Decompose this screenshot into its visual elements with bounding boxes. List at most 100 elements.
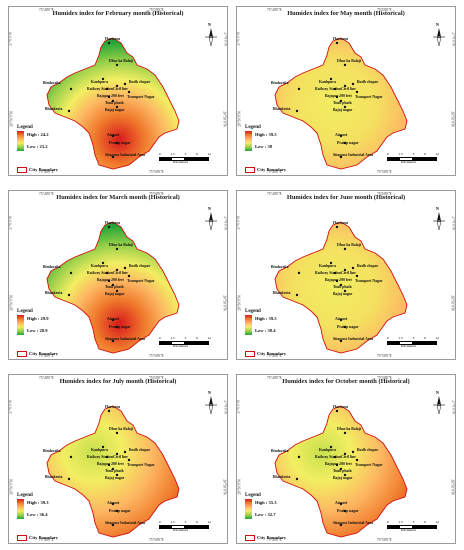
place-label: Bajaj nagar bbox=[105, 108, 125, 112]
place-label: Pratap nagar bbox=[337, 141, 359, 145]
north-arrow-icon: N bbox=[431, 22, 447, 47]
legend: Legend High : 29.9 Low : 28.9 bbox=[17, 309, 77, 337]
place-label: Bajapar 200 feet bbox=[325, 462, 352, 466]
location-marker bbox=[329, 77, 333, 81]
coordinate-label: 75°40'0"E bbox=[267, 376, 282, 380]
scale-graphic bbox=[159, 341, 209, 345]
coordinate-label: 26°50'0"N bbox=[450, 111, 455, 127]
scale-tick: 1.5 bbox=[398, 152, 403, 156]
location-marker bbox=[329, 445, 333, 449]
coordinate-label: 75°40'0"E bbox=[39, 354, 54, 358]
location-marker bbox=[69, 455, 73, 459]
scale-tick: 3 bbox=[412, 520, 415, 524]
location-marker bbox=[297, 455, 301, 459]
map-panel: Humidex index for May month (Historical)… bbox=[236, 6, 456, 176]
location-marker bbox=[111, 339, 115, 343]
scale-unit: Kilometers bbox=[401, 344, 417, 348]
legend-title: Legend bbox=[17, 125, 33, 130]
city-boundary-legend: City Boundary bbox=[17, 351, 58, 357]
place-label: Railway Station bbox=[315, 87, 341, 91]
location-marker bbox=[333, 271, 337, 275]
place-label: Civil line bbox=[341, 455, 356, 459]
coordinate-label: 27°0'0"N bbox=[8, 400, 13, 414]
location-marker bbox=[127, 90, 131, 94]
location-marker bbox=[339, 134, 343, 138]
location-marker bbox=[295, 477, 299, 481]
scale-tick: 1.5 bbox=[170, 152, 175, 156]
scale-tick: 1.5 bbox=[398, 336, 403, 340]
legend-title: Legend bbox=[17, 493, 33, 498]
location-marker bbox=[297, 271, 301, 275]
map-title: Humidex index for May month (Historical) bbox=[287, 10, 405, 17]
scale-unit: Kilometers bbox=[173, 344, 189, 348]
city-boundary-shape bbox=[46, 405, 180, 538]
legend-high: High : 39.3 bbox=[27, 500, 49, 505]
location-marker bbox=[107, 279, 111, 283]
map-panel: Humidex index for October month (Histori… bbox=[236, 374, 456, 544]
coordinate-label: 75°40'0"E bbox=[267, 170, 282, 174]
map-panel: Humidex index for February month (Histor… bbox=[8, 6, 228, 176]
location-marker bbox=[115, 289, 119, 293]
location-marker bbox=[343, 84, 347, 88]
place-label: Pratap nagar bbox=[109, 509, 131, 513]
scale-tick: 12 bbox=[207, 520, 211, 524]
scale-unit: Kilometers bbox=[173, 528, 189, 532]
place-label: Bajaj nagar bbox=[105, 476, 125, 480]
place-label: Airport bbox=[107, 133, 120, 137]
place-label: Airport bbox=[107, 317, 120, 321]
place-label: Dhar ka Balaji bbox=[109, 243, 133, 247]
boundary-swatch bbox=[245, 351, 255, 357]
scale-tick: 3 bbox=[412, 336, 415, 340]
boundary-label: City Boundary bbox=[29, 351, 59, 357]
legend-title: Legend bbox=[245, 309, 261, 314]
place-label: Bhankrota bbox=[45, 475, 63, 479]
location-marker bbox=[107, 225, 111, 229]
legend-high: High : 29.9 bbox=[27, 316, 49, 321]
place-label: Railway Station bbox=[315, 271, 341, 275]
coordinate-label: 75°50'0"E bbox=[149, 376, 164, 380]
place-label: Tonk phatk bbox=[105, 469, 124, 473]
place-label: Bajapar 200 feet bbox=[97, 462, 124, 466]
scale-tick: 6 bbox=[424, 520, 426, 524]
city-boundary-legend: City Boundary bbox=[17, 167, 58, 173]
coordinate-label: 26°50'0"N bbox=[237, 295, 242, 311]
place-label: Budh chopar bbox=[357, 264, 379, 268]
city-boundary-shape bbox=[274, 37, 408, 170]
coordinate-label: 27°0'0"N bbox=[451, 400, 456, 414]
map-title: Humidex index for March month (Historica… bbox=[56, 194, 180, 201]
place-label: Railway Station bbox=[315, 455, 341, 459]
location-marker bbox=[343, 105, 347, 109]
place-label: Budh chopar bbox=[357, 448, 379, 452]
city-boundary-legend: City Boundary bbox=[245, 535, 286, 541]
coordinate-label: 26°50'0"N bbox=[222, 111, 227, 127]
map-title: Humidex index for June month (Historical… bbox=[286, 194, 406, 201]
map-panel: Humidex index for March month (Historica… bbox=[8, 190, 228, 360]
location-marker bbox=[67, 109, 71, 113]
place-label: Railway Station bbox=[87, 271, 113, 275]
place-label: Sitapura Industrial Area bbox=[105, 153, 146, 157]
place-label: Tonk phatk bbox=[105, 101, 124, 105]
place-label: Transport Nagar bbox=[355, 279, 383, 283]
scale-graphic bbox=[387, 525, 437, 529]
scale-graphic bbox=[159, 157, 209, 161]
coordinate-label: 26°50'0"N bbox=[222, 479, 227, 495]
coordinate-label: 27°0'0"N bbox=[451, 32, 456, 46]
location-marker bbox=[111, 502, 115, 506]
city-boundary-legend: City Boundary bbox=[17, 535, 58, 541]
map-panel: Humidex index for July month (Historical… bbox=[8, 374, 228, 544]
coordinate-label: 75°50'0"E bbox=[377, 192, 392, 196]
location-marker bbox=[107, 409, 111, 413]
coordinate-label: 75°40'0"E bbox=[267, 354, 282, 358]
place-label: Pratap nagar bbox=[337, 509, 359, 513]
coordinate-label: 75°50'0"E bbox=[149, 8, 164, 12]
place-label: Kanhpura bbox=[319, 448, 336, 452]
location-marker bbox=[351, 450, 355, 454]
place-label: Harmara bbox=[105, 405, 121, 409]
coordinate-label: 26°50'0"N bbox=[450, 295, 455, 311]
place-label: Railway Station bbox=[87, 87, 113, 91]
location-marker bbox=[343, 63, 347, 67]
location-marker bbox=[111, 318, 115, 322]
location-marker bbox=[355, 90, 359, 94]
scale-tick: 1.5 bbox=[398, 520, 403, 524]
legend-high: High : 24.2 bbox=[27, 132, 49, 137]
